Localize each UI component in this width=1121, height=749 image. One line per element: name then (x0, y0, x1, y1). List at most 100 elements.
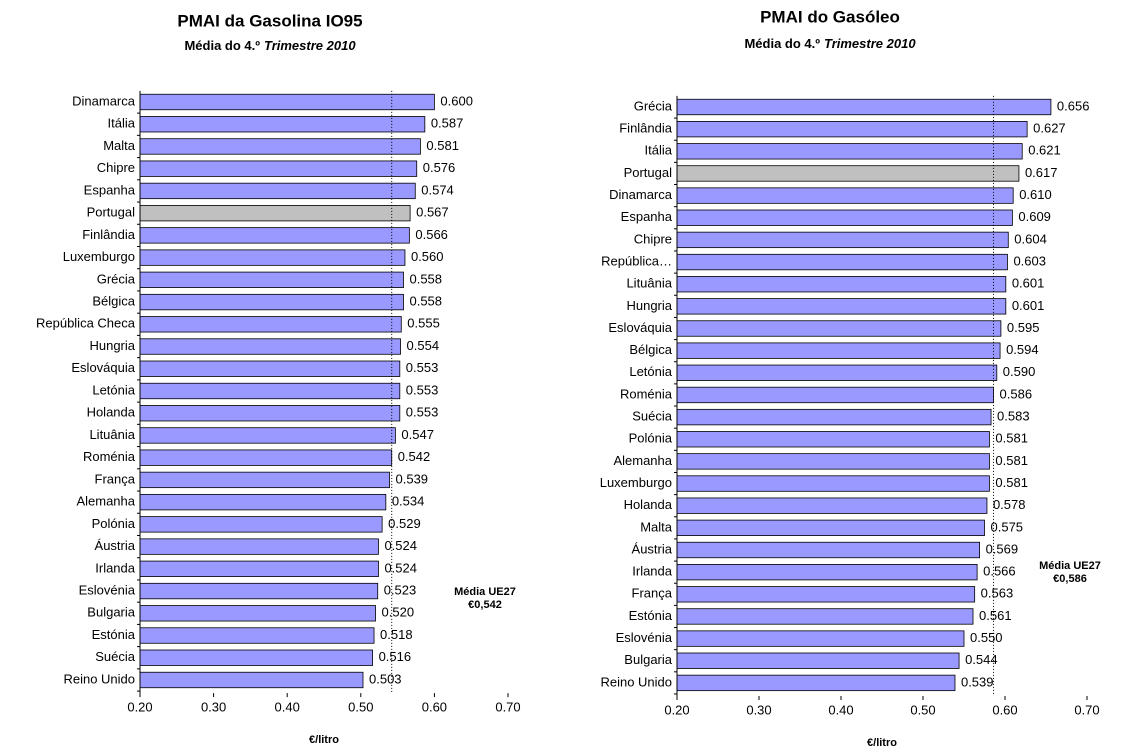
bar (139, 138, 421, 155)
bar (139, 271, 404, 288)
value-label: 0.627 (1033, 121, 1066, 136)
bar (676, 121, 1028, 138)
bar (676, 630, 965, 647)
value-label: 0.539 (961, 674, 994, 689)
annotation: €0,586 (1053, 573, 1087, 585)
bar (139, 405, 401, 422)
value-label: 0.518 (380, 627, 413, 642)
category-label: Eslováquia (71, 360, 135, 375)
x-tick-label: 0.60 (422, 700, 447, 715)
value-label: 0.590 (1003, 364, 1036, 379)
bar (676, 187, 1014, 204)
category-label: Estónia (629, 608, 673, 623)
category-label: Suécia (632, 409, 673, 424)
value-label: 0.569 (986, 541, 1019, 556)
value-label: 0.524 (384, 538, 417, 553)
value-label: 0.595 (1007, 320, 1040, 335)
value-label: 0.553 (406, 360, 439, 375)
value-label: 0.558 (409, 271, 442, 286)
category-label: Luxemburgo (600, 475, 672, 490)
bar (139, 649, 373, 666)
value-label: 0.656 (1057, 98, 1090, 113)
value-label: 0.561 (979, 608, 1012, 623)
value-label: 0.574 (421, 182, 454, 197)
bar (139, 627, 375, 644)
value-label: 0.554 (407, 338, 440, 353)
bar (676, 453, 990, 470)
value-label: 0.621 (1028, 143, 1061, 158)
category-label: Malta (640, 519, 673, 534)
bar (676, 541, 980, 559)
value-label: 0.560 (411, 249, 444, 264)
bar (676, 320, 1002, 337)
value-label: 0.529 (388, 516, 421, 531)
bar (139, 316, 402, 333)
x-tick-label: 0.40 (275, 700, 300, 715)
chart-subtitle: Média do 4.º Trimestre 2010 (744, 36, 916, 51)
category-label: Luxemburgo (63, 249, 135, 264)
bar (676, 564, 978, 581)
category-label: Finlândia (82, 227, 136, 242)
bar (676, 674, 956, 692)
category-label: Grécia (97, 271, 136, 286)
value-label: 0.553 (406, 382, 439, 397)
category-label: Holanda (624, 497, 673, 512)
category-label: França (95, 471, 136, 486)
value-label: 0.575 (991, 519, 1024, 534)
subtitle-part: Trimestre 2010 (824, 36, 916, 51)
x-tick-label: 0.40 (828, 702, 853, 717)
category-label: Reino Unido (63, 671, 135, 686)
category-label: Áustria (95, 538, 136, 553)
value-label: 0.603 (1013, 253, 1046, 268)
category-label: Dinamarca (72, 93, 136, 108)
category-label: Alemanha (76, 494, 135, 509)
category-label: Letónia (629, 364, 672, 379)
value-label: 0.516 (379, 649, 412, 664)
value-label: 0.581 (995, 431, 1028, 446)
x-tick-label: 0.30 (746, 702, 771, 717)
bar (139, 582, 379, 600)
value-label: 0.583 (997, 409, 1030, 424)
category-label: Suécia (95, 649, 136, 664)
value-label: 0.558 (409, 294, 442, 309)
category-label: Estónia (92, 627, 136, 642)
category-label: Bulgaria (87, 605, 135, 620)
value-label: 0.520 (382, 605, 415, 620)
value-label: 0.553 (406, 405, 439, 420)
category-label: Alemanha (613, 453, 672, 468)
bar (139, 93, 435, 111)
bar (676, 608, 974, 625)
subtitle-part: Média do 4.º (184, 38, 260, 53)
category-label: Chipre (97, 160, 135, 175)
annotation: €0,542 (468, 599, 502, 611)
category-label: Reino Unido (600, 674, 672, 689)
category-label: Lituânia (89, 427, 135, 442)
value-label: 0.566 (983, 564, 1016, 579)
bar (676, 143, 1023, 160)
chart-title: PMAI da Gasolina IO95 (177, 11, 362, 30)
value-label: 0.567 (416, 205, 449, 220)
bar (676, 209, 1013, 226)
bar (139, 182, 416, 200)
category-label: Eslovénia (616, 630, 673, 645)
category-label: Polónia (92, 516, 136, 531)
value-label: 0.576 (423, 160, 456, 175)
value-label: 0.534 (392, 494, 425, 509)
value-label: 0.610 (1019, 187, 1052, 202)
bar (139, 249, 406, 266)
value-label: 0.609 (1018, 209, 1051, 224)
annotation: Média UE27 (1039, 560, 1101, 572)
x-tick-label: 0.20 (127, 700, 152, 715)
bar (676, 253, 1008, 271)
bar (139, 360, 401, 377)
value-label: 0.586 (1000, 386, 1033, 401)
category-label: Chipre (634, 231, 672, 246)
value-label: 0.600 (440, 93, 473, 108)
category-label: Portugal (624, 165, 673, 180)
value-label: 0.581 (995, 475, 1028, 490)
category-label: Portugal (87, 205, 136, 220)
bar (676, 586, 976, 603)
x-tick-label: 0.20 (664, 702, 689, 717)
category-label: Polónia (629, 431, 673, 446)
